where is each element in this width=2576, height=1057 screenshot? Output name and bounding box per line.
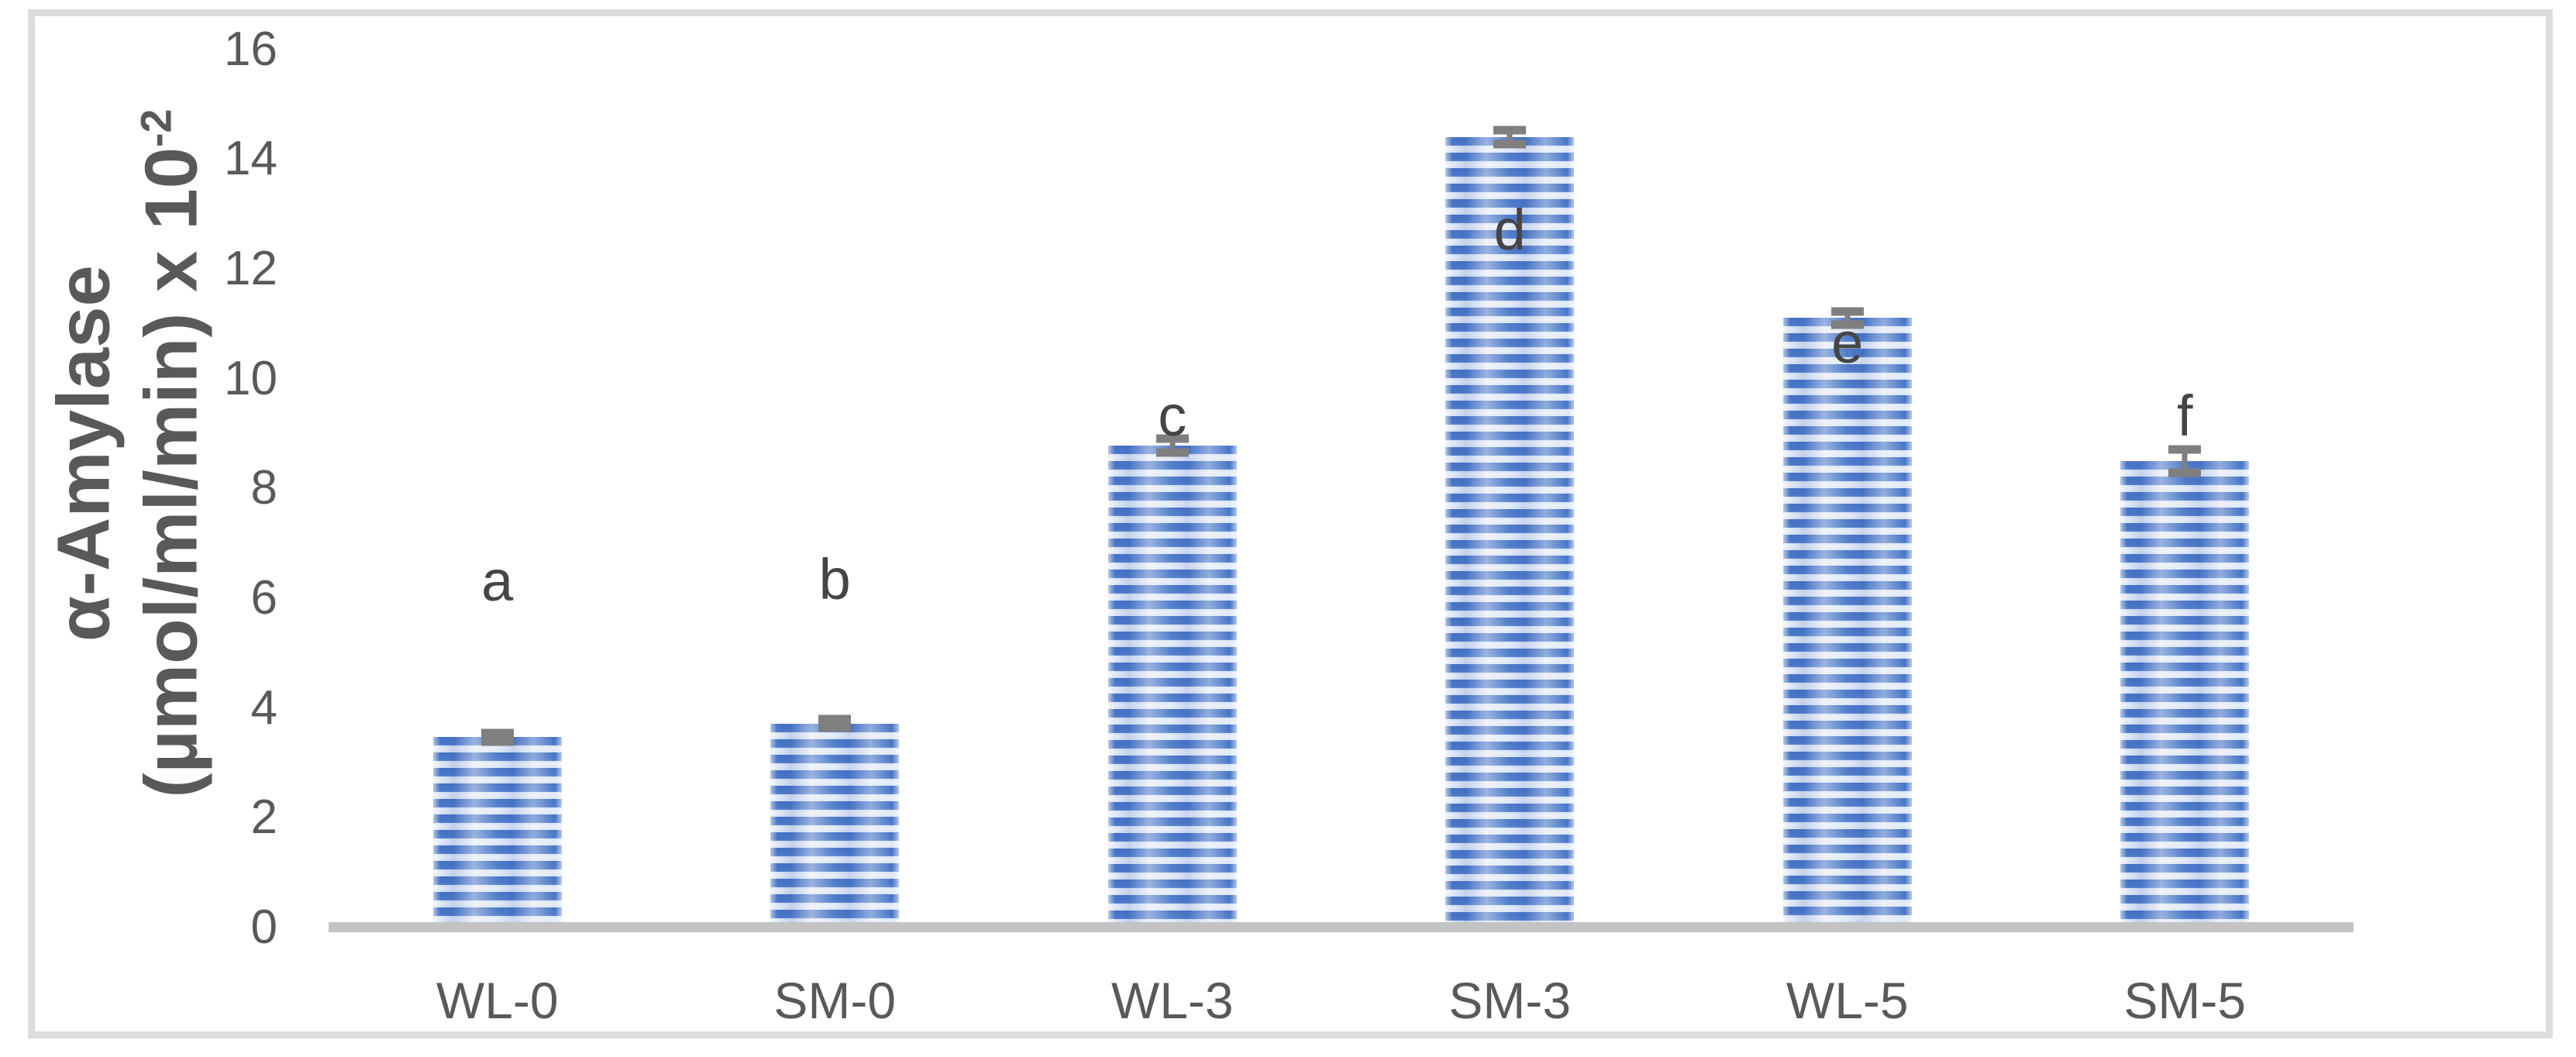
x-axis-line: [329, 922, 2354, 932]
x-axis-category-label: SM-3: [1448, 972, 1572, 1029]
significance-letter-f: f: [2176, 383, 2193, 448]
error-bar-cap: [1155, 434, 1189, 443]
x-axis-category-label: WL-5: [1786, 972, 1909, 1029]
error-bar-cap: [1830, 320, 1864, 329]
error-bar: [2182, 449, 2188, 473]
y-axis-tick-label: 10: [224, 351, 277, 405]
error-bar: [1844, 311, 1851, 325]
significance-letter-b: b: [818, 546, 851, 611]
x-axis-category-label: SM-0: [773, 972, 897, 1029]
x-axis-category-label: WL-0: [436, 972, 559, 1029]
bar-wl-5: [1782, 318, 1912, 924]
significance-letter-a: a: [481, 549, 514, 614]
x-axis-category-label: WL-3: [1111, 972, 1234, 1029]
error-bar-cap: [1155, 448, 1189, 457]
bar-wl-0: [432, 737, 562, 924]
error-bar: [1169, 438, 1176, 453]
error-bar-cap: [2168, 445, 2202, 454]
error-bar-cap: [2168, 468, 2202, 477]
y-axis-tick-label: 14: [224, 132, 277, 186]
error-bar: [832, 718, 838, 728]
y-axis-tick-label: 16: [224, 22, 277, 76]
error-bar-cap: [818, 723, 852, 732]
error-bar-cap: [480, 737, 514, 746]
error-bar-cap: [818, 714, 852, 724]
significance-letter-d: d: [1493, 197, 1526, 262]
error-bar-cap: [1493, 139, 1527, 149]
significance-letter-c: c: [1158, 383, 1187, 448]
y-axis-tick-label: 4: [250, 680, 277, 735]
y-axis-tick-label: 8: [250, 461, 277, 515]
error-bar-cap: [1830, 307, 1864, 316]
significance-letter-e: e: [1831, 310, 1864, 375]
y-axis-tick-label: 6: [250, 571, 277, 625]
error-bar-cap: [480, 728, 514, 738]
error-bar-cap: [1493, 126, 1527, 135]
error-bar: [494, 732, 501, 742]
y-axis-tick-label: 2: [250, 790, 277, 845]
bar-sm-0: [770, 723, 900, 924]
bar-wl-3: [1107, 446, 1237, 924]
bar-sm-3: [1445, 137, 1575, 924]
error-bar: [1507, 129, 1513, 145]
bar-sm-5: [2120, 460, 2250, 924]
y-axis-tick-label: 0: [250, 900, 277, 954]
x-axis-category-label: SM-5: [2123, 972, 2247, 1029]
y-axis-tick-label: 12: [224, 242, 277, 296]
